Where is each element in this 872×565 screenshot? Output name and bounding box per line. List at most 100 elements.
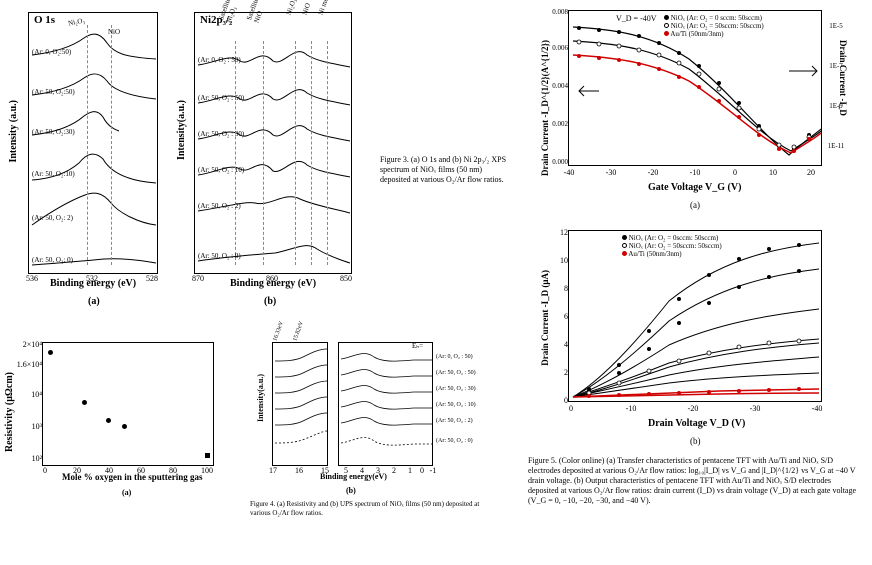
- fig4a-panel: [42, 342, 214, 466]
- fig5b-xt3: -30: [746, 404, 764, 413]
- fig4b-lm0: 16.33eV: [272, 321, 285, 342]
- fig5b-sub: (b): [690, 436, 701, 446]
- fig3b-ylabel: Intensity(a.u.): [176, 100, 187, 160]
- fig4a-xt5: 100: [198, 466, 216, 475]
- fig3a-xt2: 528: [142, 274, 162, 283]
- fig5b-legend: NiOₓ (Ar: O₂ = 0sccm: 50sccm) NiOₓ (Ar: …: [622, 234, 722, 258]
- fig4a-yt4: 10²: [24, 454, 42, 463]
- fig4b-xt9: -1: [428, 466, 438, 475]
- fig4a-yt0: 2×10⁴: [16, 340, 42, 349]
- fig3b-xt0: 870: [188, 274, 208, 283]
- fig4a-yt1: 1.6×10⁴: [12, 360, 42, 369]
- fig5a-leg2-label: Au/Ti (50nm/3nm): [670, 30, 723, 38]
- fig4a-yt2: 10⁴: [24, 390, 42, 399]
- fig5a-yl3: 0.002: [544, 120, 568, 128]
- fig5b-leg0: NiOₓ (Ar: O₂ = 0sccm: 50sccm): [622, 234, 722, 242]
- fig4b-right-panel: [338, 342, 433, 466]
- fig4b-ylabel: Intensity(a.u.): [256, 374, 265, 422]
- fig4b-xt1: 16: [294, 466, 304, 475]
- fig3a-sub: (a): [88, 296, 100, 307]
- fig3b-s1: (Ar: 50, O₂ : 50): [198, 94, 244, 102]
- fig5a-yr3: 1E-11: [824, 142, 848, 150]
- fig4-caption: Figure 4. (a) Resistivity and (b) UPS sp…: [250, 500, 484, 518]
- fig5b-xt4: -40: [808, 404, 826, 413]
- fig3b-s2: (Ar: 50, O₂ : 30): [198, 130, 244, 138]
- fig3b-vline4: [311, 41, 312, 265]
- fig5a-leg2: Au/Ti (50nm/3nm): [664, 30, 764, 38]
- fig5a-yr1: 1E-7: [824, 62, 848, 70]
- fig5a-xt0: -40: [560, 168, 578, 177]
- fig5b-yt3: 6: [554, 312, 568, 321]
- fig4b-sub: (b): [346, 486, 356, 495]
- fig4a-p2: [106, 418, 111, 423]
- fig3a-s1: (Ar: 50, O₂:50): [32, 88, 75, 96]
- fig3a-s5: (Ar: 50, O₂: 0): [32, 256, 73, 264]
- fig4b-left-spectra: [273, 343, 329, 467]
- fig4a-yt3: 10³: [24, 422, 42, 431]
- fig3a-s2: (Ar: 50, O₂:30): [32, 128, 75, 136]
- fig3b-vline2: [263, 41, 264, 265]
- fig4a-sub: (a): [122, 488, 131, 497]
- fig5b-yt4: 4: [554, 340, 568, 349]
- fig5b-yt2: 8: [554, 284, 568, 293]
- fig4a-p1: [82, 400, 87, 405]
- fig3-caption: Figure 3. (a) O 1s and (b) Ni 2p₃/₂ XPS …: [380, 155, 510, 185]
- fig3b-xt1: 860: [262, 274, 282, 283]
- fig4b-xt2: 15: [320, 466, 330, 475]
- fig3a-title: O 1s: [34, 14, 55, 26]
- fig4b-s0: (Ar: 0, O₂ : 50): [436, 354, 473, 360]
- fig5a-legend: NiOₓ (Ar: O₂ = 0 sccm: 50sccm) NiOₓ (Ar:…: [664, 14, 764, 38]
- fig3b-s3: (Ar: 50, O₂ : 10): [198, 166, 244, 174]
- fig3b-panel: [194, 12, 352, 274]
- fig4a-ylabel: Resistivity (μΩcm): [4, 372, 15, 452]
- fig5a-ylabel-left: Drain Current -I_D^{1/2}(A^{1/2}): [540, 40, 550, 176]
- fig5a-yl4: 0.000: [544, 158, 568, 166]
- fig5a-xt6: 20: [804, 168, 818, 177]
- fig5a-xt4: 0: [728, 168, 742, 177]
- fig4b-xt3: 5: [342, 466, 350, 475]
- fig4b-s4: (Ar: 50, O₂ : 2): [436, 418, 473, 424]
- fig4b-right-spectra: [339, 343, 434, 467]
- fig5b-leg2: Au/Ti (50nm/3nm): [622, 250, 722, 258]
- fig3a-marker-nio: NiO: [108, 28, 120, 36]
- fig5b-leg0-label: NiOₓ (Ar: O₂ = 0sccm: 50sccm): [629, 234, 718, 242]
- fig3b-xt2: 850: [336, 274, 356, 283]
- fig5b-xt1: -10: [622, 404, 640, 413]
- fig4a-xt2: 40: [102, 466, 116, 475]
- fig3a-s0: (Ar: 0, O₂:50): [32, 48, 71, 56]
- fig3a-s3: (Ar: 50, O₂:10): [32, 170, 75, 178]
- fig4b-s2: (Ar: 50, O₂ : 30): [436, 386, 476, 392]
- fig5b-yt1: 10: [554, 256, 568, 265]
- fig5a-vd: V_D = -40V: [616, 14, 657, 23]
- fig5a-yl0: 0.008: [544, 8, 568, 16]
- fig4b-xt0: 17: [268, 466, 278, 475]
- fig5a-yl1: 0.006: [544, 44, 568, 52]
- fig5-caption: Figure 5. (Color online) (a) Transfer ch…: [528, 456, 858, 506]
- fig5a-xlabel: Gate Voltage V_G (V): [648, 182, 741, 193]
- fig5b-xt2: -20: [684, 404, 702, 413]
- fig3b-vline1: [235, 41, 236, 265]
- fig5b-xt0: 0: [564, 404, 578, 413]
- fig3b-s0: (Ar: 0, O₂ : 50): [198, 56, 241, 64]
- fig5b-xlabel: Drain Voltage V_D (V): [648, 418, 745, 429]
- fig5b-leg1-label: NiOₓ (Ar: O₂ = 50sccm: 50sccm): [629, 242, 722, 250]
- fig4b-rm: Eₕ=: [412, 342, 423, 350]
- fig4a-xt4: 80: [166, 466, 180, 475]
- fig3a-xt1: 532: [82, 274, 102, 283]
- fig5a-leg1-label: NiOₓ (Ar: O₂ = 50sccm: 50sccm): [671, 22, 764, 30]
- fig5a-xt5: 10: [766, 168, 780, 177]
- fig4b-left-panel: [272, 342, 328, 466]
- fig5b-ylabel: Drain Current -I_D (μA): [540, 270, 550, 366]
- fig5a-leg0: NiOₓ (Ar: O₂ = 0 sccm: 50sccm): [664, 14, 764, 22]
- fig4b-lm1: 15.82eV: [292, 321, 305, 342]
- fig5a-leg1: NiOₓ (Ar: O₂ = 50sccm: 50sccm): [664, 22, 764, 30]
- fig3a-s4: (Ar: 50, O₂: 2): [32, 214, 73, 222]
- fig3b-spectra: [195, 13, 353, 275]
- fig3b-vline5: [327, 41, 328, 265]
- fig4b-s1: (Ar: 50, O₂ : 50): [436, 370, 476, 376]
- fig4b-xt8: 0: [418, 466, 426, 475]
- fig5a-yr2: 1E-9: [824, 102, 848, 110]
- fig3a-vline-ni2o3: [87, 25, 88, 265]
- fig5a-xt3: -10: [686, 168, 704, 177]
- fig3b-vline3: [295, 41, 296, 265]
